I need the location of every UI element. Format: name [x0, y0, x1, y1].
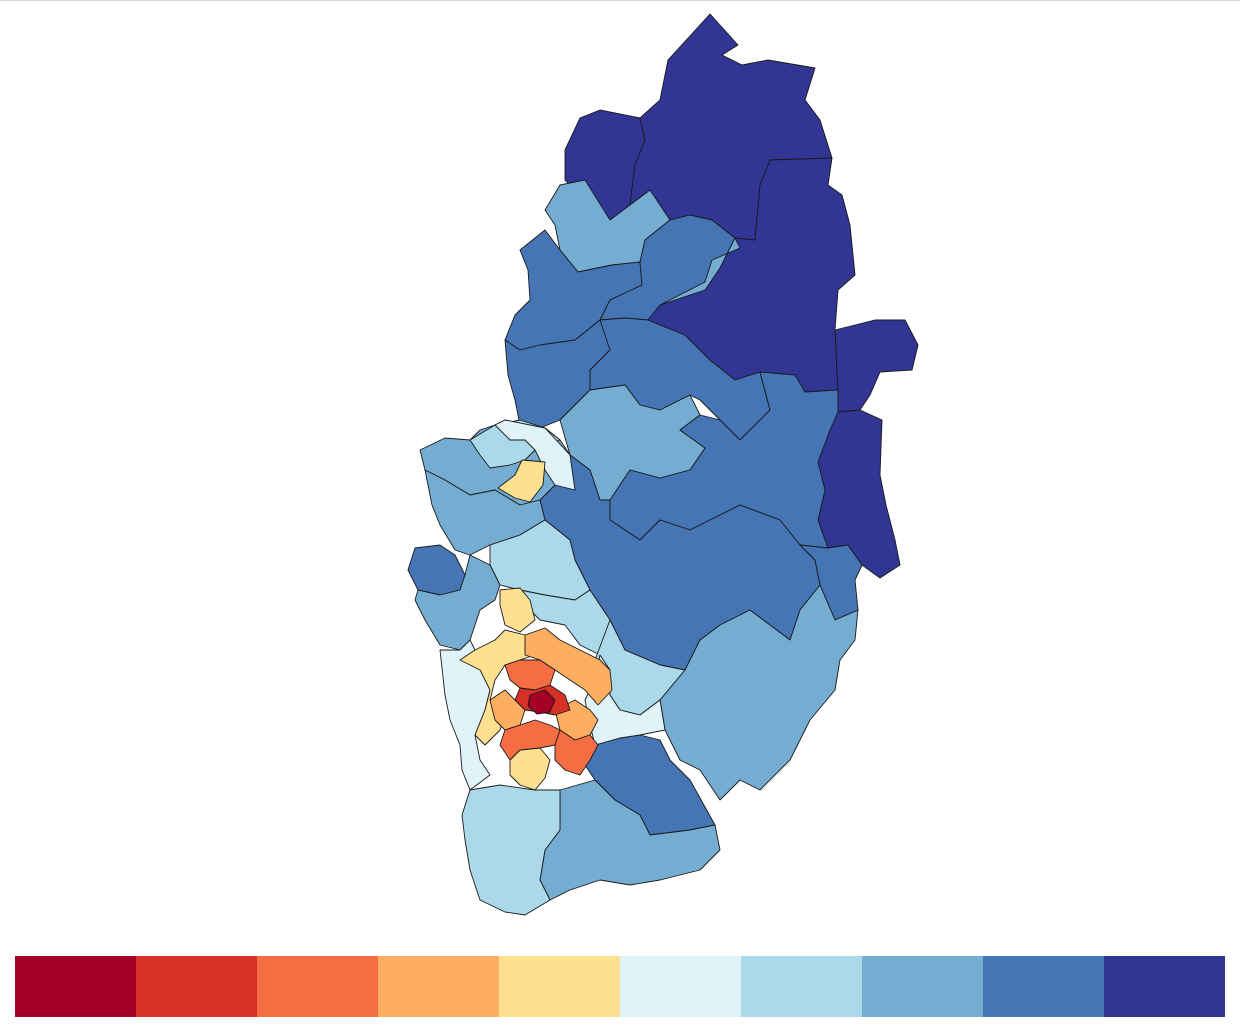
- legend-swatch-1: [15, 956, 136, 1017]
- top-divider: [0, 0, 1240, 1]
- legend-swatch-8: [862, 956, 983, 1017]
- legend-swatch-9: [983, 956, 1104, 1017]
- region-west-palest[interactable]: [494, 419, 576, 491]
- region-north-inner[interactable]: [659, 237, 741, 306]
- region-city-centre[interactable]: [527, 689, 556, 715]
- region-south-west[interactable]: [461, 784, 561, 916]
- region-city-orange-2[interactable]: [489, 689, 526, 731]
- legend-swatch-5: [499, 956, 620, 1017]
- region-west-yellow[interactable]: [497, 459, 546, 503]
- region-city-outer-yellow[interactable]: [459, 629, 551, 746]
- region-east-lower[interactable]: [799, 544, 863, 621]
- legend-swatch-10: [1104, 956, 1225, 1017]
- legend-color-scale: [15, 956, 1225, 1017]
- region-west-dark[interactable]: [407, 544, 466, 596]
- region-east-strip[interactable]: [834, 319, 919, 413]
- region-south-west-palest[interactable]: [439, 639, 491, 791]
- choropleth-map: [407, 13, 919, 916]
- legend-swatch-4: [378, 956, 499, 1017]
- region-city-red-3[interactable]: [554, 729, 599, 776]
- legend-swatch-7: [741, 956, 862, 1017]
- legend-swatch-3: [257, 956, 378, 1017]
- legend-swatch-2: [136, 956, 257, 1017]
- region-city-north-yellow[interactable]: [499, 587, 536, 633]
- legend-swatch-6: [620, 956, 741, 1017]
- region-west-mid-3[interactable]: [414, 554, 501, 651]
- region-south-east[interactable]: [659, 584, 859, 801]
